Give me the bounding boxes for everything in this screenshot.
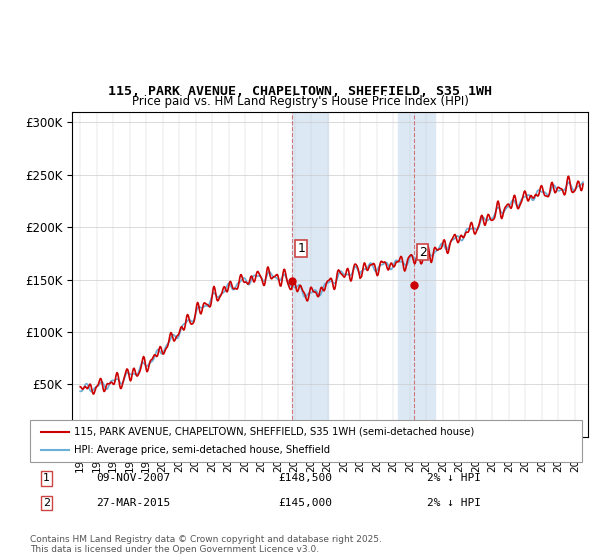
Text: £148,500: £148,500 (278, 473, 332, 483)
Text: 115, PARK AVENUE, CHAPELTOWN, SHEFFIELD, S35 1WH: 115, PARK AVENUE, CHAPELTOWN, SHEFFIELD,… (108, 85, 492, 98)
Text: 1: 1 (43, 473, 50, 483)
Text: Price paid vs. HM Land Registry's House Price Index (HPI): Price paid vs. HM Land Registry's House … (131, 95, 469, 108)
Text: £145,000: £145,000 (278, 498, 332, 508)
Bar (398, 112, 434, 437)
FancyBboxPatch shape (30, 420, 582, 462)
Text: 2% ↓ HPI: 2% ↓ HPI (427, 498, 481, 508)
Text: 09-NOV-2007: 09-NOV-2007 (96, 473, 170, 483)
Text: 2% ↓ HPI: 2% ↓ HPI (427, 473, 481, 483)
Text: HPI: Average price, semi-detached house, Sheffield: HPI: Average price, semi-detached house,… (74, 445, 330, 455)
Text: 27-MAR-2015: 27-MAR-2015 (96, 498, 170, 508)
Text: Contains HM Land Registry data © Crown copyright and database right 2025.
This d: Contains HM Land Registry data © Crown c… (30, 535, 382, 554)
Text: 115, PARK AVENUE, CHAPELTOWN, SHEFFIELD, S35 1WH (semi-detached house): 115, PARK AVENUE, CHAPELTOWN, SHEFFIELD,… (74, 427, 475, 437)
Text: 2: 2 (43, 498, 50, 508)
Text: 1: 1 (297, 242, 305, 255)
Bar (292, 112, 328, 437)
Text: 2: 2 (419, 245, 427, 259)
